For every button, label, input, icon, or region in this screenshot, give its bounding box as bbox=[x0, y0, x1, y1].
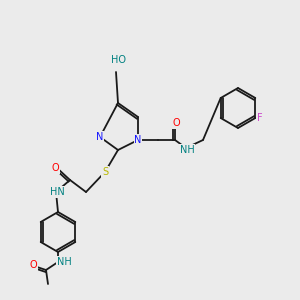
Text: O: O bbox=[29, 260, 37, 270]
Text: NH: NH bbox=[57, 257, 71, 267]
Text: O: O bbox=[172, 118, 180, 128]
Text: F: F bbox=[256, 113, 262, 123]
Text: O: O bbox=[51, 163, 59, 173]
Text: S: S bbox=[102, 167, 108, 177]
Text: HN: HN bbox=[50, 187, 64, 197]
Text: HO: HO bbox=[110, 55, 125, 65]
Text: N: N bbox=[134, 135, 142, 145]
Text: NH: NH bbox=[180, 145, 194, 155]
Text: N: N bbox=[96, 132, 104, 142]
